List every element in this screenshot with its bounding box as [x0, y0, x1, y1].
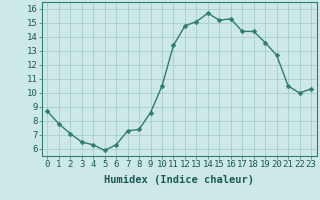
X-axis label: Humidex (Indice chaleur): Humidex (Indice chaleur): [104, 175, 254, 185]
